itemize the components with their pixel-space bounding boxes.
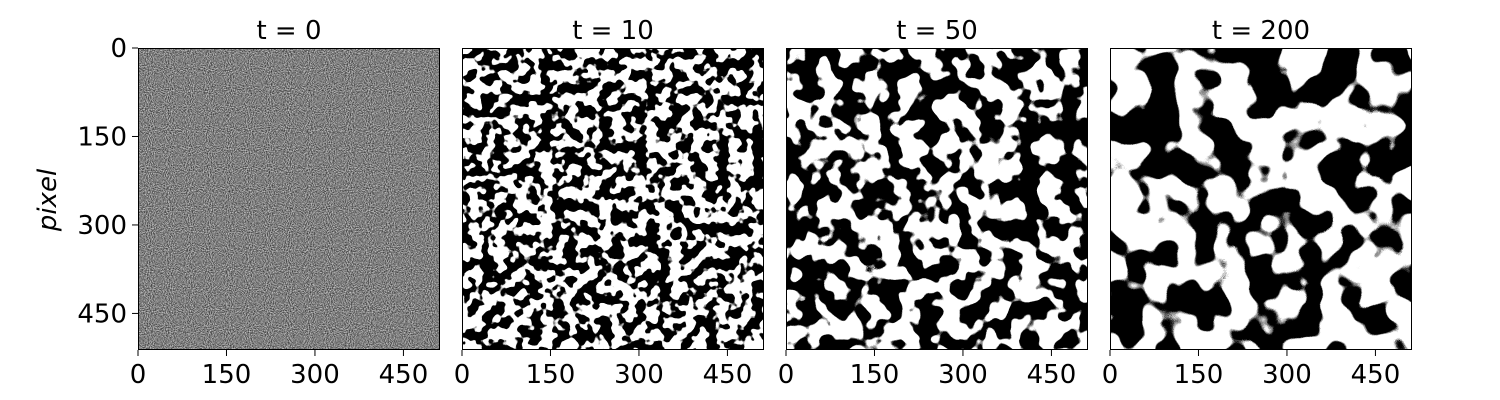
x-tick-label: 150 — [1174, 360, 1224, 390]
panel-title-3: t = 200 — [1212, 16, 1310, 46]
x-tick-label: 300 — [290, 360, 340, 390]
x-tick-label: 450 — [379, 360, 429, 390]
panel-title-0: t = 0 — [256, 16, 321, 46]
y-axis-label: pixel — [33, 168, 63, 232]
panel-frame-3 — [1110, 48, 1412, 350]
heatmap-image-2 — [786, 48, 1088, 350]
y-tick-label: 300 — [77, 211, 127, 241]
heatmap-image-0 — [138, 48, 440, 350]
x-tick-label: 0 — [1102, 360, 1119, 390]
x-tick-label: 150 — [526, 360, 576, 390]
x-tick-label: 0 — [130, 360, 147, 390]
panel-title-2: t = 50 — [896, 16, 978, 46]
x-tick-label: 450 — [1351, 360, 1401, 390]
panel-frame-1 — [462, 48, 764, 350]
heatmap-image-3 — [1110, 48, 1412, 350]
panel-3: t = 200 0 150 300 450 — [1102, 16, 1412, 390]
panel-2: t = 50 0 150 300 450 — [778, 16, 1088, 390]
heatmap-image-1 — [462, 48, 764, 350]
panel-0: t = 0 0 150 300 450 0 150 300 450 — [77, 16, 440, 390]
x-tick-label: 0 — [454, 360, 471, 390]
y-tick-label: 150 — [77, 122, 127, 152]
x-tick-label: 0 — [778, 360, 795, 390]
x-tick-label: 450 — [703, 360, 753, 390]
x-tick-label: 300 — [1262, 360, 1312, 390]
panel-frame-2 — [786, 48, 1088, 350]
panels-group: t = 0 0 150 300 450 0 150 300 450 t = 10 0 150 300 45… — [77, 16, 1412, 390]
y-tick-label: 0 — [110, 34, 127, 64]
x-tick-label: 300 — [938, 360, 988, 390]
y-tick-label: 450 — [77, 299, 127, 329]
panel-frame-0 — [138, 48, 440, 350]
panel-title-1: t = 10 — [572, 16, 654, 46]
x-tick-label: 450 — [1027, 360, 1077, 390]
x-tick-label: 300 — [614, 360, 664, 390]
panel-1: t = 10 0 150 300 450 — [454, 16, 764, 390]
x-tick-label: 150 — [850, 360, 900, 390]
x-tick-label: 150 — [202, 360, 252, 390]
